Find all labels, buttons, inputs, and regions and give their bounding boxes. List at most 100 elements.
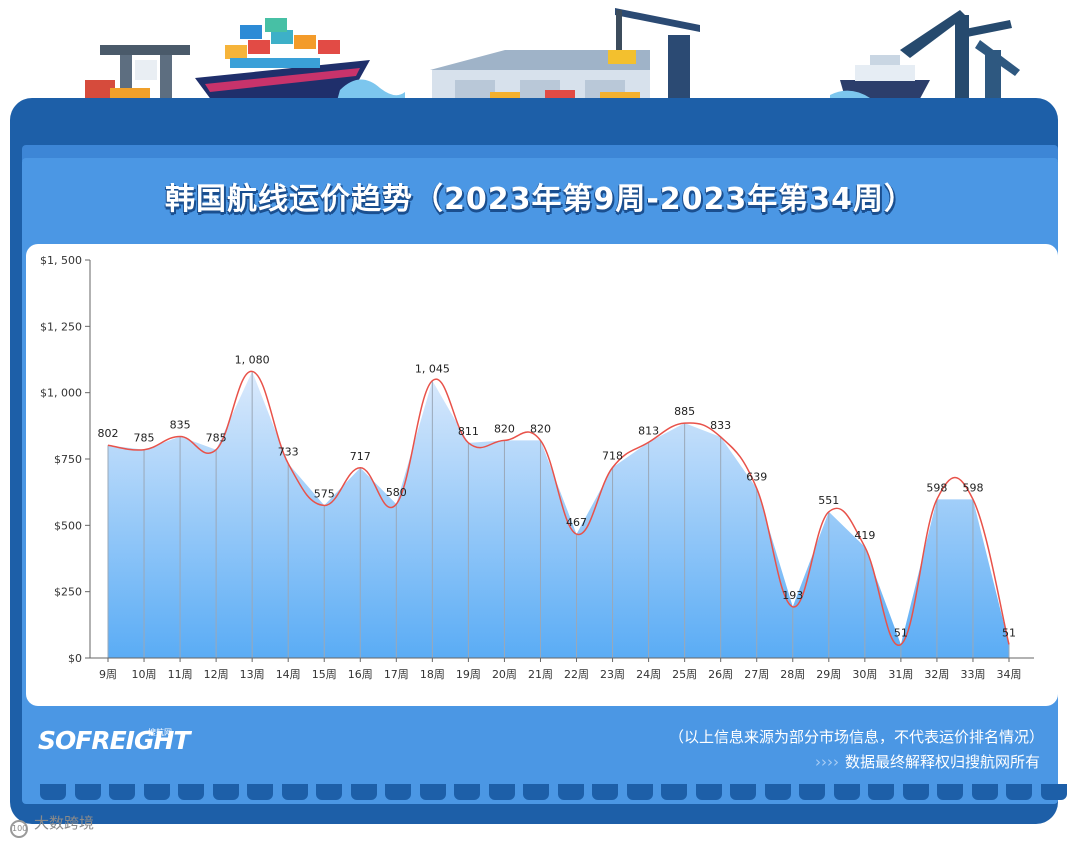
data-label: 51: [1002, 626, 1016, 639]
x-tick-label: 22周: [564, 668, 589, 681]
series-line: [107, 370, 1010, 646]
data-label: 802: [98, 427, 119, 440]
frame-tab: [557, 784, 584, 800]
frame-tab: [971, 784, 998, 800]
data-label: 51: [894, 626, 908, 639]
series-area: [108, 371, 1009, 658]
inner-top-bar: [22, 145, 1058, 161]
frame-tab: [419, 784, 446, 800]
x-tick-label: 28周: [780, 668, 805, 681]
x-tick-label: 18周: [420, 668, 445, 681]
data-label: 718: [602, 449, 623, 462]
container-ship-icon: [195, 18, 405, 108]
x-tick-label: 16周: [348, 668, 373, 681]
rights-note: ›››› 数据最终解释权归搜航网所有: [815, 751, 1040, 772]
frame-tab: [833, 784, 860, 800]
tower-crane-icon: [608, 8, 700, 105]
x-tick-label: 26周: [708, 668, 733, 681]
x-tick-label: 25周: [672, 668, 697, 681]
x-tick-label: 11周: [168, 668, 193, 681]
data-label: 598: [962, 481, 983, 494]
frame-tab: [764, 784, 791, 800]
source-note: （以上信息来源为部分市场信息，不代表运价排名情况）: [668, 728, 1044, 746]
data-label: 733: [278, 446, 299, 459]
frame-tab: [316, 784, 342, 800]
x-tick-label: 10周: [132, 668, 157, 681]
data-label: 833: [710, 419, 731, 432]
frame-tab: [661, 784, 687, 800]
data-label: 717: [350, 450, 371, 463]
x-tick-label: 12周: [204, 668, 229, 681]
frame-tab: [730, 784, 756, 800]
frame-tab: [902, 784, 929, 800]
frame-tab: [868, 784, 894, 800]
gantry-crane-icon: [85, 45, 190, 105]
data-label: 193: [782, 589, 803, 602]
y-tick-label: $0: [68, 652, 82, 665]
chevron-right-icon: ››››: [814, 753, 839, 771]
data-label: 785: [134, 432, 155, 445]
data-label: 580: [386, 486, 407, 499]
frame-tab: [592, 784, 618, 800]
x-tick-label: 29周: [816, 668, 841, 681]
frame-tab: [385, 784, 411, 800]
frame-tab: [212, 784, 239, 800]
frame-tab: [454, 784, 480, 800]
data-label: 575: [314, 487, 335, 500]
frame-tab: [1040, 784, 1067, 800]
frame-tab: [488, 784, 515, 800]
frame-tab: [1006, 784, 1032, 800]
x-tick-label: 13周: [240, 668, 265, 681]
x-tick-label: 34周: [997, 668, 1022, 681]
y-tick-label: $1, 500: [40, 254, 82, 267]
x-tick-label: 17周: [384, 668, 409, 681]
harbor-crane-icon: [900, 10, 1020, 105]
data-label: 820: [530, 422, 551, 435]
frame-tab: [350, 784, 377, 800]
x-tick-label: 21周: [528, 668, 553, 681]
data-label: 639: [746, 470, 767, 483]
data-label: 467: [566, 516, 587, 529]
data-label: 419: [854, 529, 875, 542]
frame-tab: [178, 784, 204, 800]
x-tick-label: 20周: [492, 668, 517, 681]
frame-tab: [523, 784, 549, 800]
data-label: 785: [206, 432, 227, 445]
plot-panel: $0 $250 $500 $750 $1, 000 $1, 250 $1, 500 9周 10周…: [26, 244, 1058, 706]
x-tick-label: 9周: [99, 668, 117, 681]
frame-tab: [281, 784, 308, 800]
frame-tab: [40, 784, 66, 800]
port-scene-illustration: [85, 8, 1020, 108]
frame-tab: [247, 784, 273, 800]
chart-title: 韩国航线运价趋势（2023年第9周-2023年第34周）: [164, 182, 916, 217]
x-tick-label: 27周: [744, 668, 769, 681]
data-label: 551: [818, 494, 839, 507]
y-tick-label: $500: [54, 519, 82, 532]
frame-tab: [74, 784, 101, 800]
data-label: 813: [638, 424, 659, 437]
x-tick-label: 32周: [924, 668, 949, 681]
frame-tab: [626, 784, 653, 800]
x-tick-label: 30周: [852, 668, 877, 681]
frame-tab: [937, 784, 963, 800]
frame-tab: [799, 784, 825, 800]
frame-tab: [695, 784, 722, 800]
data-label: 1, 045: [415, 363, 450, 376]
data-label: 598: [926, 481, 947, 494]
watermark: 100 大数跨境: [10, 812, 94, 838]
data-label: 1, 080: [235, 353, 270, 366]
x-tick-label: 23周: [600, 668, 625, 681]
x-tick-label: 15周: [312, 668, 337, 681]
sofreight-logo-sub: 搜航网: [148, 728, 172, 737]
sofreight-logo: SOFREIGHT: [38, 726, 190, 755]
x-tick-label: 24周: [636, 668, 661, 681]
rate-trend-chart: $0 $250 $500 $750 $1, 000 $1, 250 $1, 500 9周 10周…: [40, 254, 1034, 681]
data-label: 820: [494, 422, 515, 435]
watermark-text: 大数跨境: [34, 814, 95, 832]
frame-bottom-tabs: [40, 784, 1067, 806]
x-tick-label: 31周: [888, 668, 913, 681]
data-label: 835: [170, 418, 191, 431]
watermark-badge-icon: 100: [10, 820, 28, 838]
y-tick-label: $1, 000: [40, 387, 82, 400]
x-tick-label: 33周: [960, 668, 985, 681]
